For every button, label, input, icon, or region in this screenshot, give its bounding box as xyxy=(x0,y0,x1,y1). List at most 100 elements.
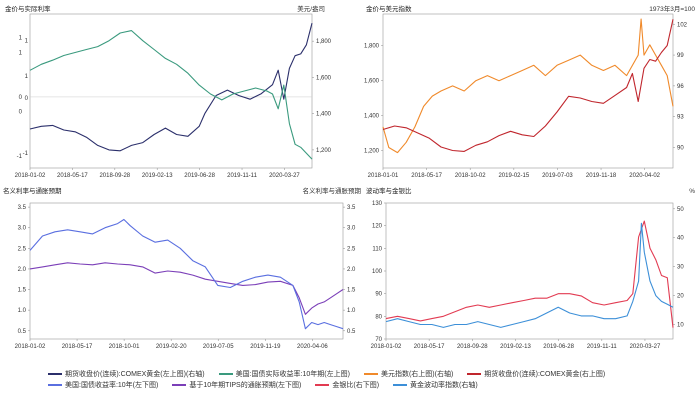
right-tick-label: 1,400 xyxy=(316,112,332,118)
left-tick-label: -1 xyxy=(17,154,23,160)
x-tick-label: 2018-10-01 xyxy=(109,344,140,350)
legend-swatch xyxy=(48,373,62,376)
left-tick-label: 80 xyxy=(375,314,382,320)
x-tick-label: 2019-02-13 xyxy=(142,173,173,179)
right-tick-label: 3.5 xyxy=(347,205,356,211)
left-tick-label: 120 xyxy=(372,224,383,230)
series-line xyxy=(385,220,674,328)
legend-item: 黄金波动率指数(右轴) xyxy=(393,380,478,391)
plot-frame xyxy=(382,13,674,169)
right-tick-label: 0.5 xyxy=(347,329,356,335)
x-tick-label: 2018-01-02 xyxy=(15,173,46,179)
x-tick-label: 2018-05-17 xyxy=(57,173,88,179)
series-line xyxy=(29,30,313,160)
left-tick-label: 0 xyxy=(19,95,23,101)
left-tick-label: 1,600 xyxy=(364,79,380,85)
legend-item: 期货收盘价(连续):COMEX黄金(右上图) xyxy=(467,369,605,380)
right-tick-label: 1.5 xyxy=(347,288,356,294)
right-tick-label: 1,800 xyxy=(316,39,332,45)
right-tick-label: 2.0 xyxy=(347,267,356,273)
right-tick-label: 102 xyxy=(677,22,688,28)
series-line xyxy=(29,218,344,330)
right-tick-label: 10 xyxy=(677,323,684,329)
legend-item: 期货收盘价(连续):COMEX黄金(左上图)(右轴) xyxy=(48,369,205,380)
left-tick-label: 3.0 xyxy=(18,226,27,232)
x-tick-label: 2019-11-18 xyxy=(586,173,617,179)
left-tick-label: 110 xyxy=(372,246,382,252)
x-tick-label: 2019-07-05 xyxy=(203,344,234,350)
x-tick-label: 2018-09-28 xyxy=(99,173,130,179)
left-tick-label: 130 xyxy=(372,201,383,207)
legend: 期货收盘价(连续):COMEX黄金(左上图)(右轴) 美国:国债实际收益率:10年… xyxy=(48,369,688,391)
right-tick-label: 1,200 xyxy=(316,148,332,154)
x-tick-label: 2020-04-06 xyxy=(297,344,328,350)
plot-frame xyxy=(385,202,674,340)
x-tick-label: 2019-02-20 xyxy=(156,344,187,350)
x-tick-label: 2018-01-02 xyxy=(371,344,402,350)
right-tick-label: 2.5 xyxy=(347,246,356,252)
legend-label: 黄金波动率指数(右轴) xyxy=(410,382,478,389)
left-tick-label: 0 xyxy=(25,96,29,102)
chart-title: 波动率与金银比 xyxy=(366,186,412,195)
left-tick-label: 2.0 xyxy=(18,267,27,273)
right-tick-label: 40 xyxy=(677,236,684,242)
legend-swatch xyxy=(48,384,62,387)
legend-swatch xyxy=(172,384,187,387)
right-axis-label: 美元/盎司 xyxy=(297,4,325,13)
x-tick-label: 2018-01-02 xyxy=(15,344,46,350)
left-tick-label: 1 xyxy=(25,39,29,45)
legend-swatch xyxy=(393,384,408,387)
x-tick-label: 2019-02-13 xyxy=(500,344,531,350)
right-tick-label: 93 xyxy=(677,115,684,121)
chart-title: 金价与实际利率 xyxy=(5,4,51,13)
left-tick-label: 1.0 xyxy=(18,308,27,314)
legend-item: 金银比(右下图) xyxy=(315,380,379,391)
x-tick-label: 2019-02-15 xyxy=(498,173,529,179)
x-tick-label: 2019-11-11 xyxy=(227,173,257,179)
x-tick-label: 2018-01-01 xyxy=(368,173,399,179)
left-tick-label: 0.5 xyxy=(18,329,27,335)
series-line xyxy=(385,222,674,328)
chart-title: 名义利率与通胀预期 xyxy=(3,186,62,195)
right-tick-label: 1,600 xyxy=(316,75,332,81)
series-line xyxy=(382,18,674,154)
x-tick-label: 2019-11-19 xyxy=(250,344,281,350)
x-tick-label: 2018-05-17 xyxy=(411,173,442,179)
legend-item: 美元指数(右上图)(右轴) xyxy=(363,369,453,380)
left-tick-label: 0 xyxy=(19,110,23,116)
left-tick-label: 1 xyxy=(25,74,29,80)
legend-label: 金银比(右下图) xyxy=(332,382,380,389)
legend-item: 美国:国债收益率:10年(左下图) xyxy=(48,380,158,391)
x-tick-label: 2018-09-28 xyxy=(457,344,488,350)
right-tick-label: 3.0 xyxy=(347,226,356,232)
legend-item: 美国:国债实际收益率:10年期(左上图) xyxy=(218,369,350,380)
series-line xyxy=(29,262,344,315)
left-tick-label: 1 xyxy=(19,36,23,42)
legend-label: 期货收盘价(连续):COMEX黄金(右上图) xyxy=(484,371,606,378)
right-tick-label: 50 xyxy=(677,207,684,213)
right-tick-label: 1.0 xyxy=(347,308,356,314)
x-tick-label: 2019-06-28 xyxy=(184,173,215,179)
legend-swatch xyxy=(467,373,482,376)
series-line xyxy=(29,22,313,152)
x-tick-label: 2018-05-17 xyxy=(62,344,93,350)
left-tick-label: 90 xyxy=(375,292,382,298)
right-tick-label: 90 xyxy=(677,145,684,151)
x-tick-label: 2018-10-02 xyxy=(455,173,486,179)
legend-swatch xyxy=(363,373,378,376)
left-tick-label: -1 xyxy=(23,151,29,157)
left-tick-label: 1,200 xyxy=(364,149,380,155)
right-axis-label: 1973年3月=100 xyxy=(649,4,695,13)
plot-frame xyxy=(29,13,313,169)
x-tick-label: 2020-03-27 xyxy=(269,173,300,179)
x-tick-label: 2018-05-17 xyxy=(414,344,445,350)
left-tick-label: 1 xyxy=(19,51,23,57)
left-tick-label: 100 xyxy=(372,269,383,275)
x-tick-label: 2020-04-02 xyxy=(629,173,660,179)
right-tick-label: 99 xyxy=(677,53,684,59)
right-tick-label: 30 xyxy=(677,265,684,271)
x-tick-label: 2019-07-03 xyxy=(542,173,573,179)
left-tick-label: 70 xyxy=(375,337,382,343)
x-tick-label: 2020-03-27 xyxy=(630,344,661,350)
